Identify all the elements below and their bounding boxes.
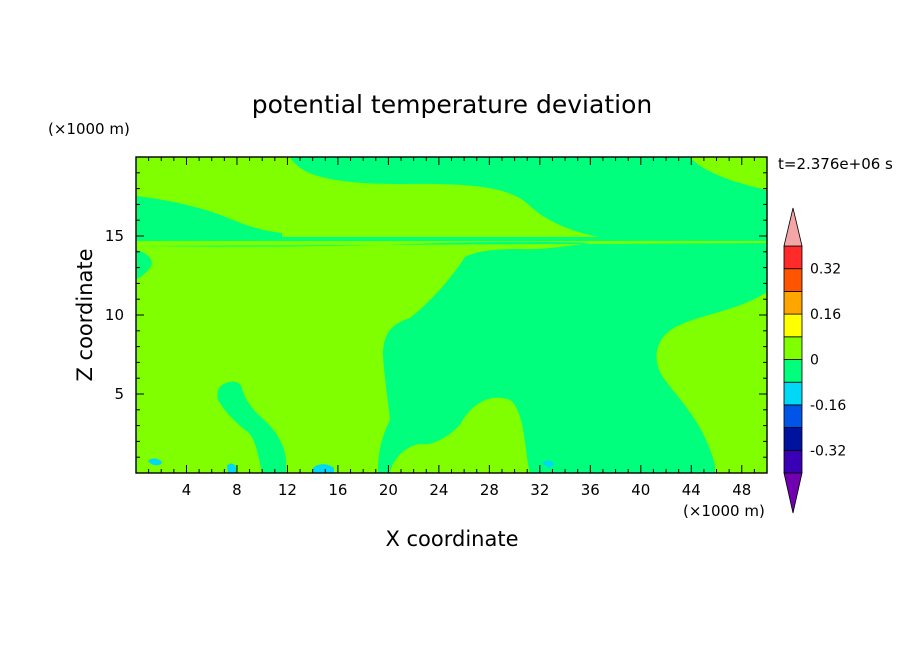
contour-region-bottom-mid bbox=[556, 457, 574, 473]
x-axis-ticks: 4 8 12 16 20 24 28 32 36 40 44 48 bbox=[148, 157, 755, 499]
y-unit-label: (×1000 m) bbox=[48, 120, 130, 138]
colorbar-swatch bbox=[783, 381, 803, 406]
x-axis-label: X coordinate bbox=[385, 527, 518, 551]
contour-field bbox=[136, 157, 767, 473]
contour-speck-3 bbox=[313, 464, 334, 473]
colorbar-label: 0 bbox=[810, 353, 819, 369]
x-tick-label: 12 bbox=[278, 481, 297, 499]
colorbar-label: -0.32 bbox=[810, 443, 846, 459]
colorbar-swatch bbox=[783, 245, 803, 270]
colorbar-over-arrow bbox=[783, 207, 803, 247]
x-tick-label: 48 bbox=[732, 481, 751, 499]
colorbar: 0.32 0.16 0 -0.16 -0.32 bbox=[783, 207, 846, 514]
x-tick-label: 4 bbox=[182, 481, 192, 499]
contour-speck-1 bbox=[148, 458, 162, 466]
colorbar-swatch bbox=[783, 359, 803, 383]
contour-region-left-lobe bbox=[136, 196, 282, 237]
colorbar-swatch bbox=[783, 290, 803, 315]
x-unit-label: (×1000 m) bbox=[683, 502, 765, 520]
colorbar-under-arrow bbox=[783, 472, 803, 514]
x-tick-label: 24 bbox=[429, 481, 448, 499]
x-tick-label: 20 bbox=[379, 481, 398, 499]
contour-speck-2 bbox=[227, 463, 236, 473]
x-tick-label: 44 bbox=[682, 481, 701, 499]
colorbar-swatch bbox=[783, 336, 803, 360]
y-axis-ticks: 5 10 15 bbox=[105, 172, 767, 458]
contour-region-lower-left-lobe bbox=[217, 381, 286, 473]
colorbar-swatch bbox=[783, 427, 803, 451]
colorbar-swatch bbox=[783, 313, 803, 338]
colorbar-label: 0.16 bbox=[810, 307, 841, 323]
time-label: t=2.376e+06 s bbox=[778, 155, 893, 173]
contour-region-top-lobe bbox=[290, 157, 767, 237]
x-tick-label: 28 bbox=[480, 481, 499, 499]
x-tick-label: 40 bbox=[631, 481, 650, 499]
colorbar-swatch bbox=[783, 268, 803, 292]
x-tick-label: 36 bbox=[581, 481, 600, 499]
contour-speck-4 bbox=[542, 460, 554, 468]
y-tick-label: 15 bbox=[105, 227, 124, 245]
contour-region-left-edge-blob bbox=[136, 250, 152, 279]
y-axis-label: Z coordinate bbox=[73, 248, 97, 381]
colorbar-label: -0.16 bbox=[810, 398, 846, 414]
x-tick-label: 16 bbox=[328, 481, 347, 499]
y-tick-label: 5 bbox=[114, 385, 124, 403]
y-tick-label: 10 bbox=[105, 306, 124, 324]
colorbar-swatch bbox=[783, 404, 803, 428]
colorbar-label: 0.32 bbox=[810, 262, 841, 278]
contour-region-central-lobe bbox=[136, 241, 767, 473]
colorbar-swatch bbox=[783, 449, 803, 474]
contour-region-layer-stripe bbox=[136, 237, 767, 241]
chart-title: potential temperature deviation bbox=[252, 90, 652, 119]
x-tick-label: 32 bbox=[530, 481, 549, 499]
x-tick-label: 8 bbox=[232, 481, 242, 499]
